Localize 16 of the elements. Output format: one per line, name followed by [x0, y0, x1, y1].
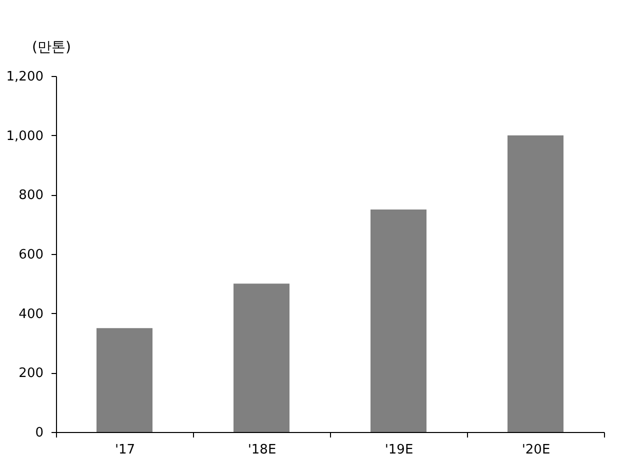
y-axis-title: (만톤): [32, 40, 71, 56]
y-tick-label: 200: [18, 366, 44, 382]
y-tick-label: 800: [18, 188, 44, 204]
bar: [508, 135, 564, 432]
x-tick-label: '19E: [384, 442, 414, 458]
y-tick-label: 600: [18, 248, 44, 262]
x-tick-label: '17: [114, 442, 136, 458]
y-tick-label: 0: [35, 426, 44, 440]
y-tick-label: 1,200: [6, 70, 44, 84]
y-tick-label: 1,000: [6, 128, 44, 144]
y-tick-label: 400: [18, 306, 44, 322]
x-tick-label: '20E: [522, 442, 550, 458]
bar: [370, 210, 426, 432]
x-tick-label: '18E: [248, 442, 276, 458]
bar: [234, 284, 290, 432]
bar: [96, 328, 152, 432]
